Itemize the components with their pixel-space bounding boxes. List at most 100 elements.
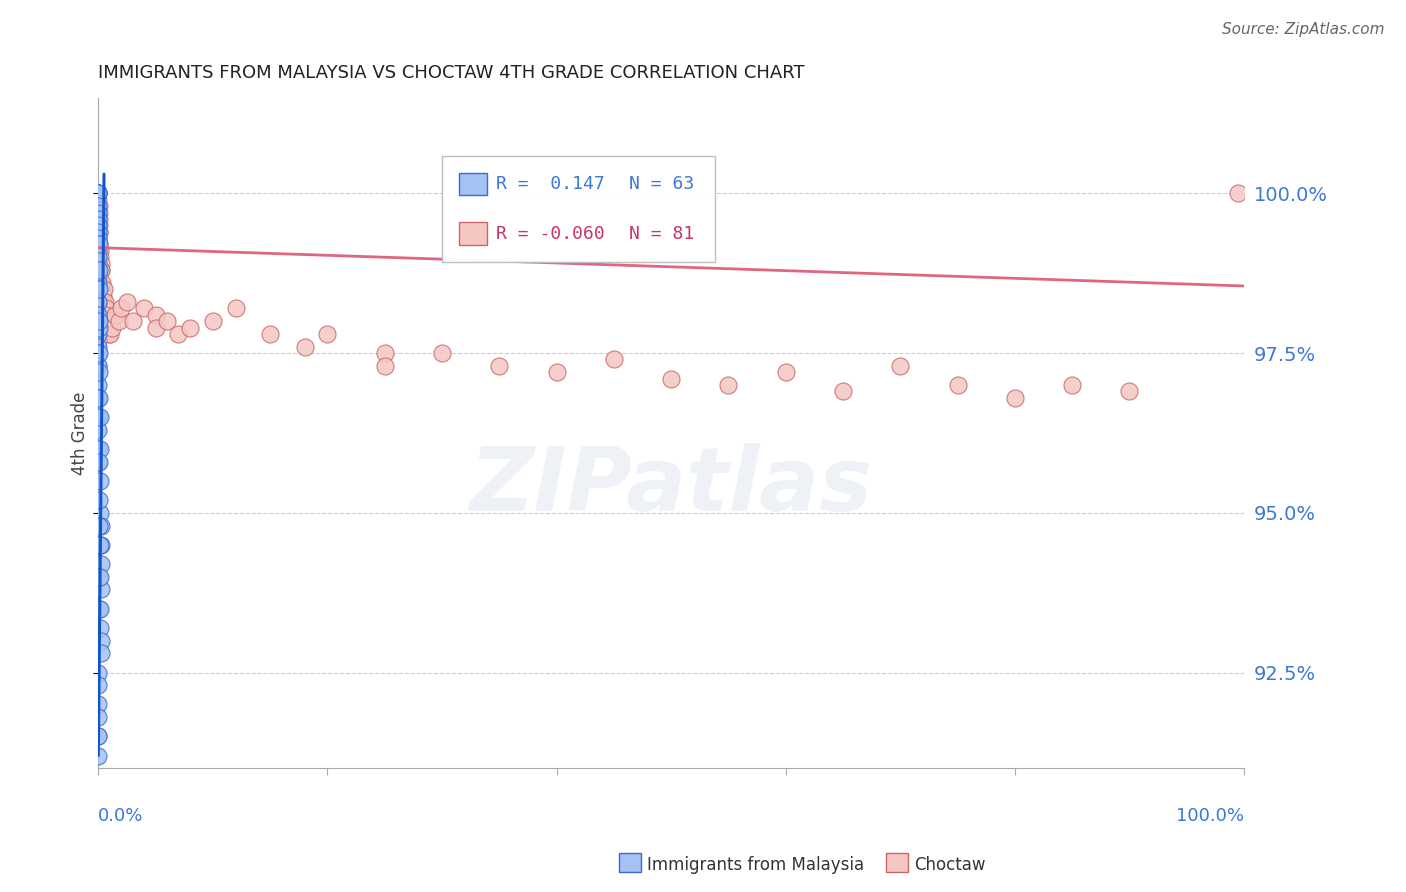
Point	[87, 455, 110, 469]
Bar	[460, 173, 486, 195]
Point	[87, 493, 110, 508]
Point	[91, 288, 114, 302]
Point	[294, 340, 316, 354]
Point	[87, 295, 110, 310]
Point	[89, 601, 111, 615]
Point	[1004, 391, 1026, 405]
Point	[90, 288, 112, 302]
Point	[87, 186, 110, 201]
Point	[374, 346, 396, 360]
Point	[316, 326, 339, 341]
Point	[90, 257, 112, 271]
Point	[87, 665, 110, 680]
Point	[87, 359, 110, 373]
Point	[87, 308, 110, 322]
Point	[87, 225, 110, 239]
Point	[89, 474, 111, 488]
Point	[89, 237, 111, 252]
Point	[775, 365, 797, 379]
Point	[87, 409, 110, 424]
Point	[97, 326, 120, 341]
Text: Choctaw: Choctaw	[914, 856, 986, 874]
Point	[179, 320, 201, 334]
Point	[90, 282, 112, 296]
Point	[87, 346, 110, 360]
Point	[87, 186, 110, 201]
Point	[87, 320, 110, 334]
Point	[108, 314, 131, 328]
Point	[603, 352, 626, 367]
Point	[89, 225, 111, 239]
Point	[89, 365, 111, 379]
Point	[259, 326, 281, 341]
Point	[87, 193, 110, 207]
Point	[90, 263, 112, 277]
Point	[374, 359, 396, 373]
Point	[89, 570, 111, 584]
FancyBboxPatch shape	[441, 156, 714, 262]
Point	[87, 518, 110, 533]
Point	[87, 359, 110, 373]
Point	[1227, 186, 1250, 201]
Point	[832, 384, 855, 399]
Point	[87, 205, 110, 219]
Point	[98, 326, 121, 341]
Point	[89, 314, 111, 328]
Point	[110, 301, 132, 316]
Point	[87, 678, 110, 692]
Point	[156, 314, 179, 328]
Point	[488, 359, 510, 373]
Point	[87, 710, 110, 724]
Point	[717, 378, 740, 392]
Point	[87, 269, 110, 284]
Point	[89, 391, 111, 405]
Y-axis label: 4th Grade: 4th Grade	[72, 392, 89, 475]
Point	[89, 250, 111, 264]
Point	[87, 340, 110, 354]
Point	[101, 320, 124, 334]
Point	[87, 186, 110, 201]
Point	[87, 231, 110, 245]
Point	[89, 621, 111, 635]
Point	[90, 276, 112, 290]
Text: R =  0.147: R = 0.147	[496, 175, 605, 193]
Text: Source: ZipAtlas.com: Source: ZipAtlas.com	[1222, 22, 1385, 37]
Point	[93, 301, 115, 316]
Point	[87, 442, 110, 456]
Point	[1062, 378, 1084, 392]
Text: N = 63: N = 63	[628, 175, 695, 193]
Point	[87, 391, 110, 405]
Text: N = 81: N = 81	[628, 225, 695, 243]
Point	[87, 186, 110, 201]
Point	[91, 301, 114, 316]
Point	[430, 346, 453, 360]
Point	[89, 538, 111, 552]
Point	[87, 282, 110, 296]
Text: 0.0%: 0.0%	[98, 807, 143, 825]
Point	[87, 186, 110, 201]
Point	[87, 231, 110, 245]
Point	[87, 257, 110, 271]
Point	[90, 538, 112, 552]
Point	[87, 219, 110, 233]
Point	[90, 557, 112, 571]
Point	[659, 371, 682, 385]
Point	[201, 314, 224, 328]
Point	[90, 518, 112, 533]
Point	[98, 314, 121, 328]
Point	[87, 320, 110, 334]
Point	[93, 295, 115, 310]
Point	[87, 308, 110, 322]
Point	[1118, 384, 1140, 399]
Point	[104, 308, 127, 322]
Point	[94, 301, 117, 316]
Point	[121, 314, 143, 328]
Point	[87, 282, 110, 296]
Point	[89, 506, 111, 520]
Text: R = -0.060: R = -0.060	[496, 225, 605, 243]
Point	[90, 276, 112, 290]
Point	[93, 282, 115, 296]
Point	[89, 538, 111, 552]
Point	[87, 219, 110, 233]
Point	[90, 582, 112, 597]
